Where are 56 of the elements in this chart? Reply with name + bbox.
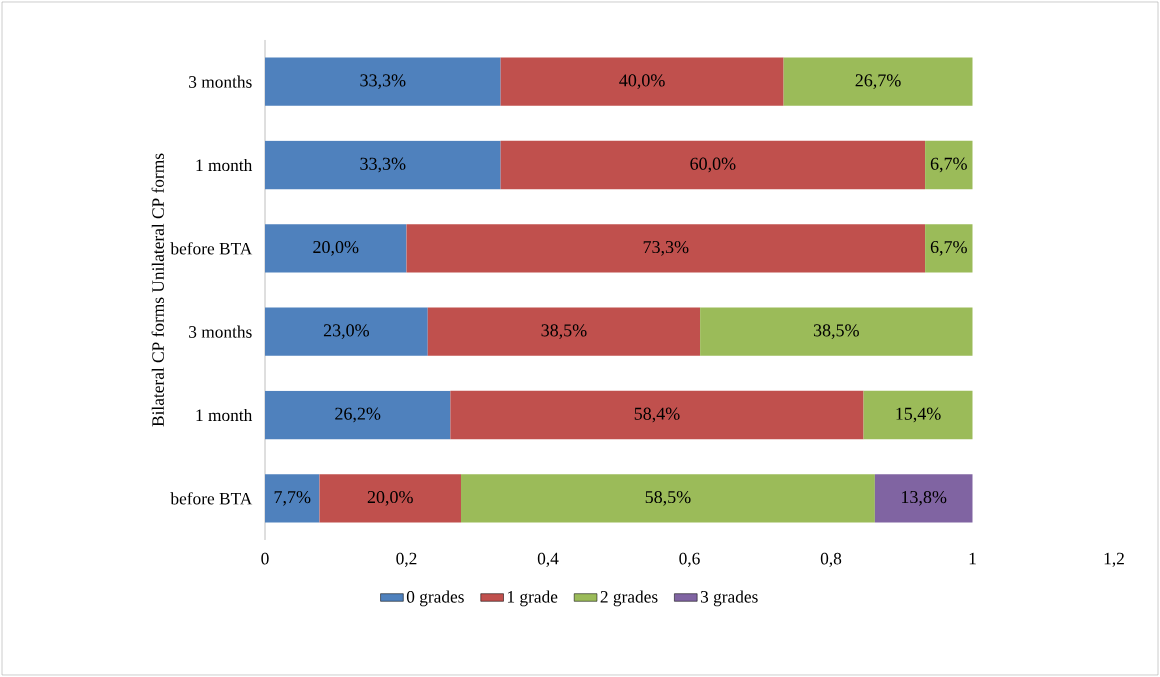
data-label: 20,0% bbox=[367, 490, 413, 506]
data-label: 23,0% bbox=[323, 324, 370, 340]
y-tick-label: 3 months bbox=[189, 75, 252, 88]
x-tick-label: 0,6 bbox=[679, 552, 700, 567]
bar bbox=[500, 140, 926, 190]
bar bbox=[265, 57, 501, 106]
data-label: 40,0% bbox=[619, 74, 665, 90]
x-tick-label: 0,2 bbox=[396, 552, 417, 567]
data-label: 58,4% bbox=[634, 407, 680, 423]
y-tick-label: before BTA bbox=[170, 492, 253, 505]
x-tick-label: 1,2 bbox=[1104, 552, 1124, 567]
bar bbox=[265, 474, 320, 523]
legend-label: 3 grades bbox=[700, 590, 758, 607]
y-tick-label: 1 month bbox=[196, 158, 253, 172]
bar bbox=[863, 390, 973, 440]
data-label: 38,5% bbox=[813, 324, 859, 340]
bar bbox=[925, 140, 973, 190]
data-label: 38,5% bbox=[541, 324, 587, 340]
data-label: 58,5% bbox=[645, 490, 691, 506]
data-label: 6,7% bbox=[930, 157, 967, 173]
y-tick-label: 1 month bbox=[196, 408, 253, 422]
x-tick-label: 0,4 bbox=[537, 552, 559, 567]
x-tick-label: 0,8 bbox=[820, 552, 842, 567]
data-label: 33,3% bbox=[360, 74, 406, 90]
data-label: 13,8% bbox=[902, 490, 947, 506]
data-label: 60,0% bbox=[690, 157, 736, 173]
bar bbox=[500, 57, 784, 106]
bar bbox=[925, 224, 973, 273]
legend-label: 0 grades bbox=[406, 590, 464, 607]
data-label: 7,7% bbox=[274, 490, 311, 506]
bar bbox=[427, 307, 701, 356]
bar bbox=[460, 474, 875, 523]
data-label: 26,2% bbox=[335, 407, 381, 423]
bar bbox=[265, 390, 451, 440]
y-tick-label: 3 months bbox=[189, 325, 252, 338]
y-axis-title: Bilateral CP forms Unilateral CP forms bbox=[151, 153, 164, 427]
data-label: 15,4% bbox=[896, 407, 941, 423]
x-tick-label: 0 bbox=[261, 552, 269, 565]
legend-label: 2 grades bbox=[600, 590, 658, 607]
bar bbox=[265, 307, 428, 356]
bar bbox=[700, 307, 973, 356]
bar bbox=[319, 474, 461, 523]
bar bbox=[406, 224, 926, 273]
bar bbox=[783, 57, 973, 106]
bar bbox=[265, 140, 501, 190]
data-label: 20,0% bbox=[313, 240, 359, 256]
bar bbox=[874, 474, 973, 523]
data-label: 33,3% bbox=[360, 157, 406, 173]
legend-label: 1 grade bbox=[507, 590, 558, 607]
bar bbox=[450, 390, 864, 440]
data-label: 26,7% bbox=[855, 74, 901, 90]
bar bbox=[265, 224, 407, 273]
data-label: 73,3% bbox=[643, 240, 689, 256]
x-tick-label: 1 bbox=[969, 552, 976, 565]
data-label: 6,7% bbox=[930, 240, 967, 256]
y-tick-label: before BTA bbox=[170, 242, 253, 255]
